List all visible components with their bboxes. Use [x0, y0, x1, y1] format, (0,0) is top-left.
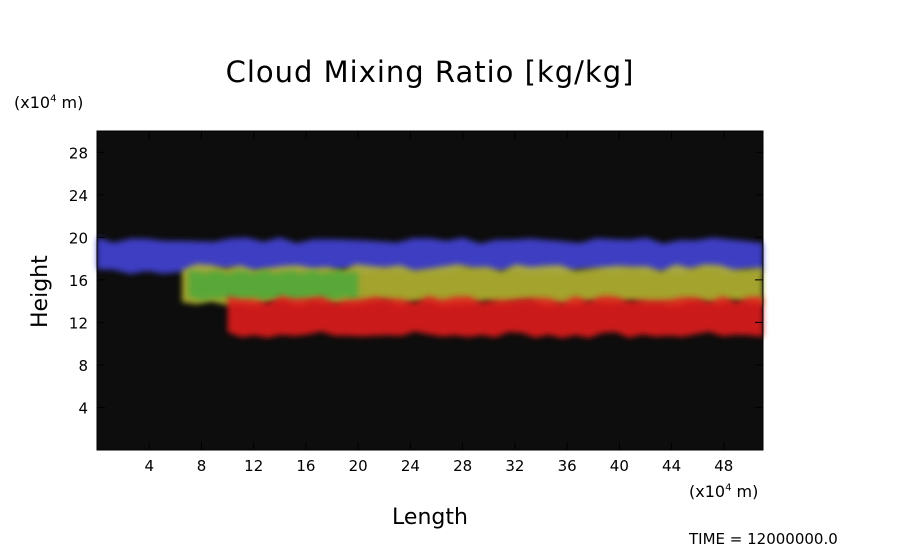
y-tick-label: 4	[78, 399, 88, 417]
y-axis-unit: (x104 m)	[14, 93, 83, 112]
y-tick-label: 28	[69, 144, 88, 162]
y-tick-label: 12	[69, 314, 88, 332]
x-tick-label: 28	[453, 457, 472, 475]
x-tick-label: 40	[610, 457, 629, 475]
x-unit-prefix: (x10	[689, 482, 726, 501]
y-unit-prefix: (x10	[14, 93, 51, 112]
y-tick-label: 8	[78, 357, 88, 375]
x-tick-label: 4	[144, 457, 154, 475]
y-tick-label: 20	[69, 229, 88, 247]
y-tick-label: 16	[69, 272, 88, 290]
x-tick-label: 16	[296, 457, 315, 475]
cloud-layer-lower	[227, 295, 764, 339]
cloud-layers	[97, 237, 764, 339]
x-tick-label: 44	[662, 457, 681, 475]
x-tick-label: 8	[197, 457, 207, 475]
y-unit-suffix: m)	[56, 93, 84, 112]
x-tick-label: 32	[505, 457, 524, 475]
chart-title: Cloud Mixing Ratio [kg/kg]	[225, 55, 635, 89]
cloud-layer-upper	[97, 237, 763, 275]
x-axis-unit: (x104 m)	[689, 482, 758, 501]
x-unit-suffix: m)	[731, 482, 759, 501]
x-tick-label: 36	[558, 457, 577, 475]
x-tick-label: 48	[714, 457, 733, 475]
y-tick-label: 24	[69, 187, 88, 205]
cloud-layer-green	[188, 269, 359, 302]
x-tick-label: 20	[349, 457, 368, 475]
x-unit-exponent: 4	[725, 482, 732, 494]
x-axis-label: Length	[392, 505, 468, 530]
plot-frame	[96, 130, 764, 451]
x-tick-label: 12	[244, 457, 263, 475]
y-unit-exponent: 4	[50, 93, 57, 105]
x-tick-label: 24	[401, 457, 420, 475]
